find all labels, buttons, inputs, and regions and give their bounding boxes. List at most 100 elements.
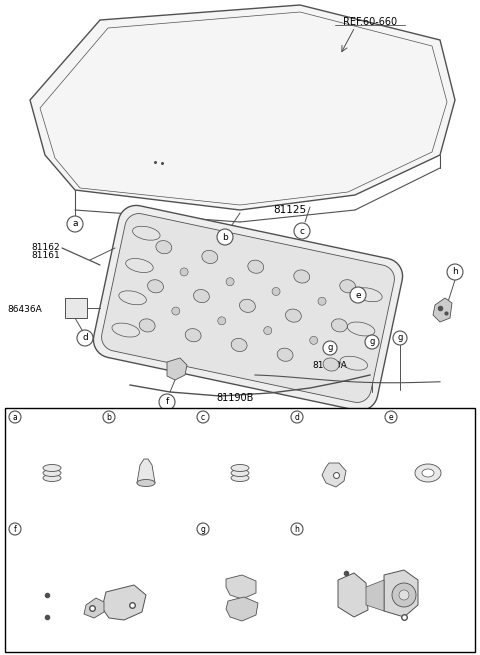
Circle shape bbox=[264, 327, 272, 335]
Polygon shape bbox=[84, 598, 104, 618]
Circle shape bbox=[350, 287, 366, 303]
Circle shape bbox=[9, 411, 21, 423]
Text: b: b bbox=[107, 413, 111, 422]
Ellipse shape bbox=[231, 470, 249, 476]
Ellipse shape bbox=[231, 464, 249, 472]
Ellipse shape bbox=[43, 474, 61, 481]
Text: g: g bbox=[369, 337, 375, 346]
Text: 86438A: 86438A bbox=[323, 413, 358, 422]
Text: 81126: 81126 bbox=[420, 413, 448, 422]
Ellipse shape bbox=[286, 309, 301, 322]
Circle shape bbox=[103, 411, 115, 423]
Circle shape bbox=[272, 288, 280, 295]
Text: 1130DB: 1130DB bbox=[23, 586, 53, 595]
Circle shape bbox=[310, 337, 318, 345]
Circle shape bbox=[180, 268, 188, 276]
Circle shape bbox=[392, 583, 416, 607]
Text: 1243FC: 1243FC bbox=[364, 632, 392, 638]
Text: a: a bbox=[72, 219, 78, 229]
Circle shape bbox=[159, 394, 175, 410]
Polygon shape bbox=[338, 573, 368, 617]
Circle shape bbox=[9, 523, 21, 535]
Circle shape bbox=[218, 317, 226, 325]
Text: 86157A: 86157A bbox=[23, 612, 52, 622]
Circle shape bbox=[67, 216, 83, 232]
Ellipse shape bbox=[193, 290, 209, 303]
Circle shape bbox=[217, 229, 233, 245]
Ellipse shape bbox=[240, 299, 255, 312]
Text: 82191: 82191 bbox=[138, 413, 166, 422]
Ellipse shape bbox=[248, 260, 264, 273]
Text: f: f bbox=[13, 525, 16, 534]
Ellipse shape bbox=[147, 280, 163, 293]
Text: 81130: 81130 bbox=[116, 546, 140, 555]
Circle shape bbox=[77, 330, 93, 346]
Text: d: d bbox=[295, 413, 300, 422]
Ellipse shape bbox=[43, 464, 61, 472]
Ellipse shape bbox=[231, 474, 249, 481]
Ellipse shape bbox=[277, 348, 293, 362]
Text: g: g bbox=[397, 333, 403, 343]
Text: d: d bbox=[82, 333, 88, 343]
Text: 81199: 81199 bbox=[232, 525, 260, 534]
Text: b: b bbox=[222, 233, 228, 242]
Circle shape bbox=[447, 264, 463, 280]
Polygon shape bbox=[433, 298, 452, 322]
Text: 1243FF: 1243FF bbox=[364, 624, 391, 630]
Ellipse shape bbox=[139, 319, 155, 332]
Circle shape bbox=[399, 590, 409, 600]
Text: 81125: 81125 bbox=[274, 205, 307, 215]
Ellipse shape bbox=[43, 470, 61, 476]
Bar bbox=[65, 298, 87, 318]
Ellipse shape bbox=[137, 479, 155, 487]
Bar bbox=[5, 408, 475, 652]
Circle shape bbox=[197, 411, 209, 423]
Text: 81162: 81162 bbox=[31, 242, 60, 252]
Circle shape bbox=[291, 523, 303, 535]
Circle shape bbox=[318, 297, 326, 305]
Text: 86436A: 86436A bbox=[7, 305, 42, 314]
Polygon shape bbox=[94, 206, 403, 411]
Text: 81385B: 81385B bbox=[384, 624, 412, 630]
Text: c: c bbox=[201, 413, 205, 422]
Text: g: g bbox=[327, 343, 333, 352]
Text: 1221AE: 1221AE bbox=[338, 564, 366, 570]
Polygon shape bbox=[167, 358, 187, 380]
Text: g: g bbox=[201, 525, 205, 534]
Polygon shape bbox=[102, 585, 146, 620]
Circle shape bbox=[365, 335, 379, 349]
Polygon shape bbox=[137, 459, 155, 483]
Polygon shape bbox=[30, 5, 455, 210]
Circle shape bbox=[294, 223, 310, 239]
Text: 81190A: 81190A bbox=[312, 360, 348, 369]
Circle shape bbox=[393, 331, 407, 345]
Ellipse shape bbox=[415, 464, 441, 482]
Ellipse shape bbox=[422, 469, 434, 477]
Text: 81180L: 81180L bbox=[390, 562, 417, 568]
Text: e: e bbox=[389, 413, 393, 422]
Polygon shape bbox=[322, 463, 346, 487]
Polygon shape bbox=[226, 575, 256, 599]
Circle shape bbox=[291, 411, 303, 423]
Text: 81161: 81161 bbox=[31, 250, 60, 259]
Ellipse shape bbox=[231, 339, 247, 352]
Ellipse shape bbox=[185, 329, 201, 342]
Text: f: f bbox=[166, 398, 168, 407]
Text: 81190B: 81190B bbox=[216, 393, 254, 403]
Text: a: a bbox=[12, 413, 17, 422]
Ellipse shape bbox=[294, 270, 310, 283]
Text: e: e bbox=[355, 291, 361, 299]
Ellipse shape bbox=[340, 280, 356, 293]
Text: REF.60-660: REF.60-660 bbox=[343, 17, 397, 27]
Polygon shape bbox=[366, 580, 384, 611]
Circle shape bbox=[226, 278, 234, 286]
Text: 81738A: 81738A bbox=[41, 413, 75, 422]
Circle shape bbox=[172, 307, 180, 315]
Text: h: h bbox=[452, 267, 458, 276]
Circle shape bbox=[385, 411, 397, 423]
Ellipse shape bbox=[156, 240, 172, 253]
Text: c: c bbox=[300, 227, 304, 236]
Polygon shape bbox=[102, 214, 395, 402]
Ellipse shape bbox=[332, 319, 348, 332]
Circle shape bbox=[197, 523, 209, 535]
